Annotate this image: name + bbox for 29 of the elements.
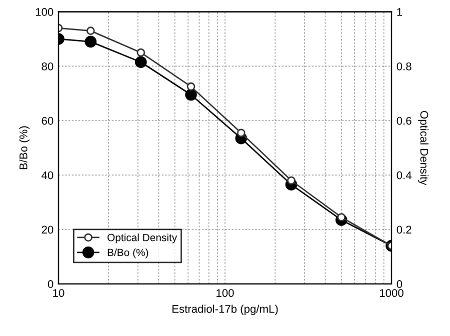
y2-tick-label: 0 bbox=[396, 280, 402, 288]
legend-label: B/Bo (%) bbox=[108, 248, 148, 258]
point bbox=[86, 26, 95, 35]
point bbox=[337, 213, 346, 222]
y2-tick-label: 0.2 bbox=[396, 226, 412, 234]
y2-tick-label: 0.4 bbox=[396, 171, 412, 180]
x-tick-label: 100 bbox=[216, 289, 234, 297]
y2-axis-title: Optical Density bbox=[418, 111, 428, 186]
point bbox=[186, 82, 196, 91]
point bbox=[185, 88, 197, 101]
y-tick-label: 80 bbox=[42, 62, 54, 70]
x-tick-label: 10 bbox=[53, 289, 64, 297]
point bbox=[236, 128, 246, 138]
y-tick-label: 100 bbox=[36, 8, 54, 16]
y-tick-label: 60 bbox=[42, 116, 54, 125]
point bbox=[287, 176, 296, 185]
y-tick-label: 40 bbox=[42, 171, 54, 180]
y2-tick-label: 0.6 bbox=[396, 116, 412, 125]
y-tick-label: 0 bbox=[48, 280, 54, 288]
y-axis-title: B/Bo (%) bbox=[19, 126, 30, 170]
x-tick-label: 1000 bbox=[380, 289, 404, 297]
point bbox=[84, 36, 97, 48]
y-tick-label: 20 bbox=[42, 226, 54, 234]
point bbox=[136, 48, 146, 57]
y2-tick-label: 0.8 bbox=[396, 62, 412, 70]
x-axis-title: Estradiol-17b (pg/mL) bbox=[172, 304, 278, 316]
y2-tick-label: 1 bbox=[397, 8, 402, 16]
legend-label: Optical Density bbox=[108, 234, 178, 244]
point bbox=[134, 56, 147, 68]
